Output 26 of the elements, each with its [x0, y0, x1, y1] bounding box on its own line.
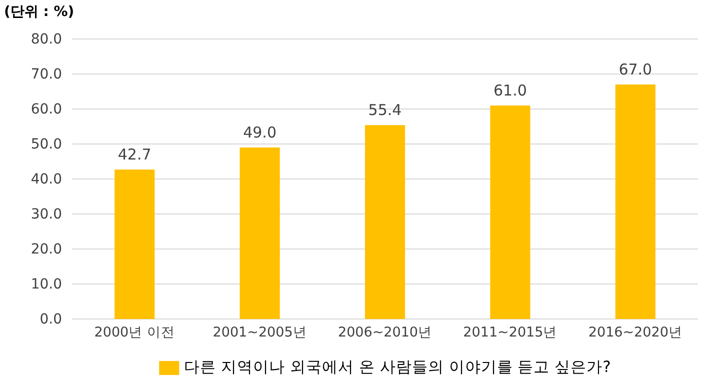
y-tick-label: 50.0: [30, 136, 62, 152]
bar: [615, 84, 656, 319]
y-tick-label: 70.0: [30, 66, 62, 82]
y-tick-label: 30.0: [30, 206, 62, 222]
text: (단위 : %): [4, 4, 74, 20]
y-tick-label: 60.0: [30, 101, 62, 118]
x-tick-label: 2006~2010년: [338, 324, 432, 341]
x-tick-label: 2001~2005년: [212, 324, 307, 341]
x-tick-label: 2016~2020년: [588, 324, 682, 341]
legend-label: 다른 지역이나 외국에서 온 사람들의 이야기를 듣고 싶은가?: [184, 358, 611, 376]
text: 67.0: [618, 60, 652, 78]
y-tick-label: 40.0: [30, 171, 62, 188]
y-tick-label: 10.0: [30, 276, 62, 292]
text: 55.4: [368, 101, 402, 120]
y-tick-label: 80.0: [30, 31, 62, 48]
y-tick-label: 0.0: [40, 311, 62, 328]
x-tick-label: 2000년 이전: [94, 324, 175, 341]
y-tick-label: 20.0: [30, 241, 62, 258]
bar: [490, 106, 530, 319]
text: 42.7: [118, 146, 152, 164]
bar: [240, 148, 280, 319]
bar: [114, 170, 155, 319]
text: 61.0: [493, 82, 527, 100]
text: 49.0: [243, 124, 277, 142]
x-tick-label: 2011~2015년: [463, 324, 558, 341]
bar: [364, 125, 406, 319]
